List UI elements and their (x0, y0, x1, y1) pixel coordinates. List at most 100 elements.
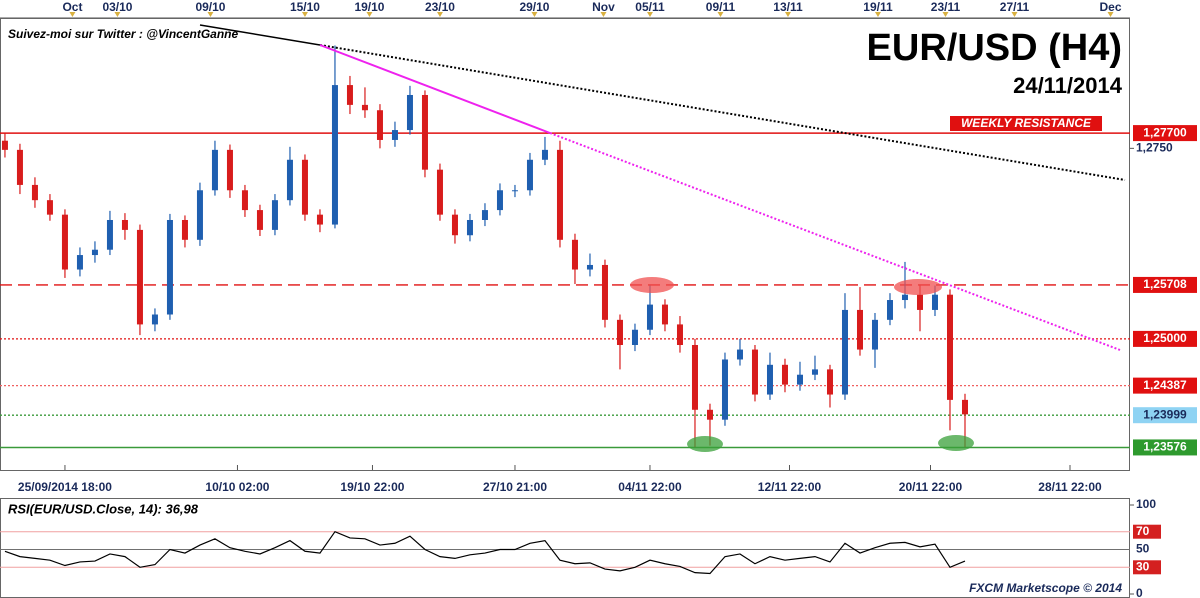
top-tick (1011, 12, 1018, 17)
candle-body (181, 219, 188, 240)
candle-body (481, 210, 488, 220)
candle-body (601, 264, 608, 320)
candle-body (271, 200, 278, 230)
level-label: 1,27700 (1143, 125, 1187, 139)
trendline (319, 44, 551, 134)
candle-body (436, 169, 443, 215)
candle-body (691, 344, 698, 410)
level-label: 1,25000 (1143, 331, 1187, 345)
candle-body (496, 190, 503, 211)
x-tick-label: 19/10 22:00 (340, 480, 404, 494)
candle-body (676, 324, 683, 345)
candle-body (796, 374, 803, 385)
x-tick-label: 28/11 22:00 (1038, 480, 1102, 494)
candle-body (121, 219, 128, 230)
candle-body (106, 219, 113, 250)
top-tick (531, 12, 538, 17)
top-tick-label: 13/11 (773, 0, 803, 14)
top-tick-label: 09/11 (706, 0, 736, 14)
top-tick (784, 12, 791, 17)
candle-body (346, 85, 353, 105)
top-tick (366, 12, 373, 17)
trendline (549, 132, 1121, 351)
candle-body (76, 255, 83, 270)
highlight (630, 277, 674, 293)
candle-body (856, 309, 863, 350)
top-tick-label: 19/11 (863, 0, 893, 14)
main-panel (0, 18, 1130, 471)
candle-body (631, 329, 638, 345)
annotation-box (950, 116, 1102, 131)
top-tick-label: 03/10 (102, 0, 132, 14)
x-tick-label: 12/11 22:00 (758, 480, 822, 494)
level-label-box (1133, 377, 1197, 394)
candle-body (31, 184, 38, 201)
top-tick (301, 12, 308, 17)
rsi-label-box (1133, 524, 1161, 539)
highlight (938, 435, 974, 451)
level-label: 1,25708 (1143, 277, 1187, 291)
candle-body (226, 149, 233, 191)
candle-body (256, 210, 263, 230)
rsi-tick-label: 50 (1136, 542, 1150, 556)
candle-body (391, 130, 398, 140)
candle-body (946, 294, 953, 400)
trendline (319, 44, 1126, 181)
candle-body (361, 104, 368, 111)
level-label-box (1133, 125, 1197, 142)
x-tick-label: 20/11 22:00 (899, 480, 963, 494)
level-label: 1,23576 (1143, 440, 1187, 454)
candle-body (781, 364, 788, 385)
highlight (687, 436, 723, 452)
top-tick-label: Dec (1099, 0, 1121, 14)
top-tick-label: 23/11 (931, 0, 961, 14)
x-tick-label: 10/10 02:00 (205, 480, 269, 494)
candle-body (931, 294, 938, 310)
candle-body (61, 214, 68, 270)
candle-body (511, 190, 518, 192)
candle-body (466, 219, 473, 236)
top-tick (874, 12, 881, 17)
candle-body (586, 264, 593, 270)
top-tick (1107, 12, 1114, 17)
level-label: 1,24387 (1143, 378, 1187, 392)
level-label-box (1133, 407, 1197, 424)
candle-body (841, 309, 848, 395)
top-tick-label: 19/10 (354, 0, 384, 14)
candle-body (826, 369, 833, 395)
candle-body (16, 149, 23, 185)
candle-body (406, 94, 413, 131)
level-label-box (1133, 439, 1197, 456)
top-tick (436, 12, 443, 17)
candle-body (556, 149, 563, 240)
candle-body (166, 219, 173, 315)
top-tick-label: 09/10 (195, 0, 225, 14)
candle-body (286, 159, 293, 201)
credit: Suivez-moi sur Twitter : @VincentGanne (8, 27, 239, 41)
level-label-box (1133, 276, 1197, 293)
candle-body (616, 319, 623, 345)
candle-body (451, 214, 458, 236)
candle-body (871, 319, 878, 350)
candle-body (316, 214, 323, 225)
candle-body (541, 149, 548, 160)
top-tick-label: 05/11 (635, 0, 665, 14)
candle-body (241, 190, 248, 211)
y-tick-label: 1,2750 (1136, 141, 1173, 155)
top-tick (646, 12, 653, 17)
candle-body (736, 349, 743, 360)
chart-title: EUR/USD (H4) (867, 27, 1122, 69)
candle-body (301, 159, 308, 215)
rsi-tick-label: 0 (1136, 586, 1143, 598)
top-tick-label: 29/10 (519, 0, 549, 14)
top-tick (717, 12, 724, 17)
top-tick-label: 23/10 (425, 0, 455, 14)
candle-body (331, 85, 338, 225)
source: FXCM Marketscope © 2014 (969, 581, 1122, 595)
top-tick (600, 12, 607, 17)
candle-body (646, 304, 653, 330)
top-tick-label: Oct (62, 0, 82, 14)
candle-body (421, 94, 428, 170)
candle-body (526, 159, 533, 191)
